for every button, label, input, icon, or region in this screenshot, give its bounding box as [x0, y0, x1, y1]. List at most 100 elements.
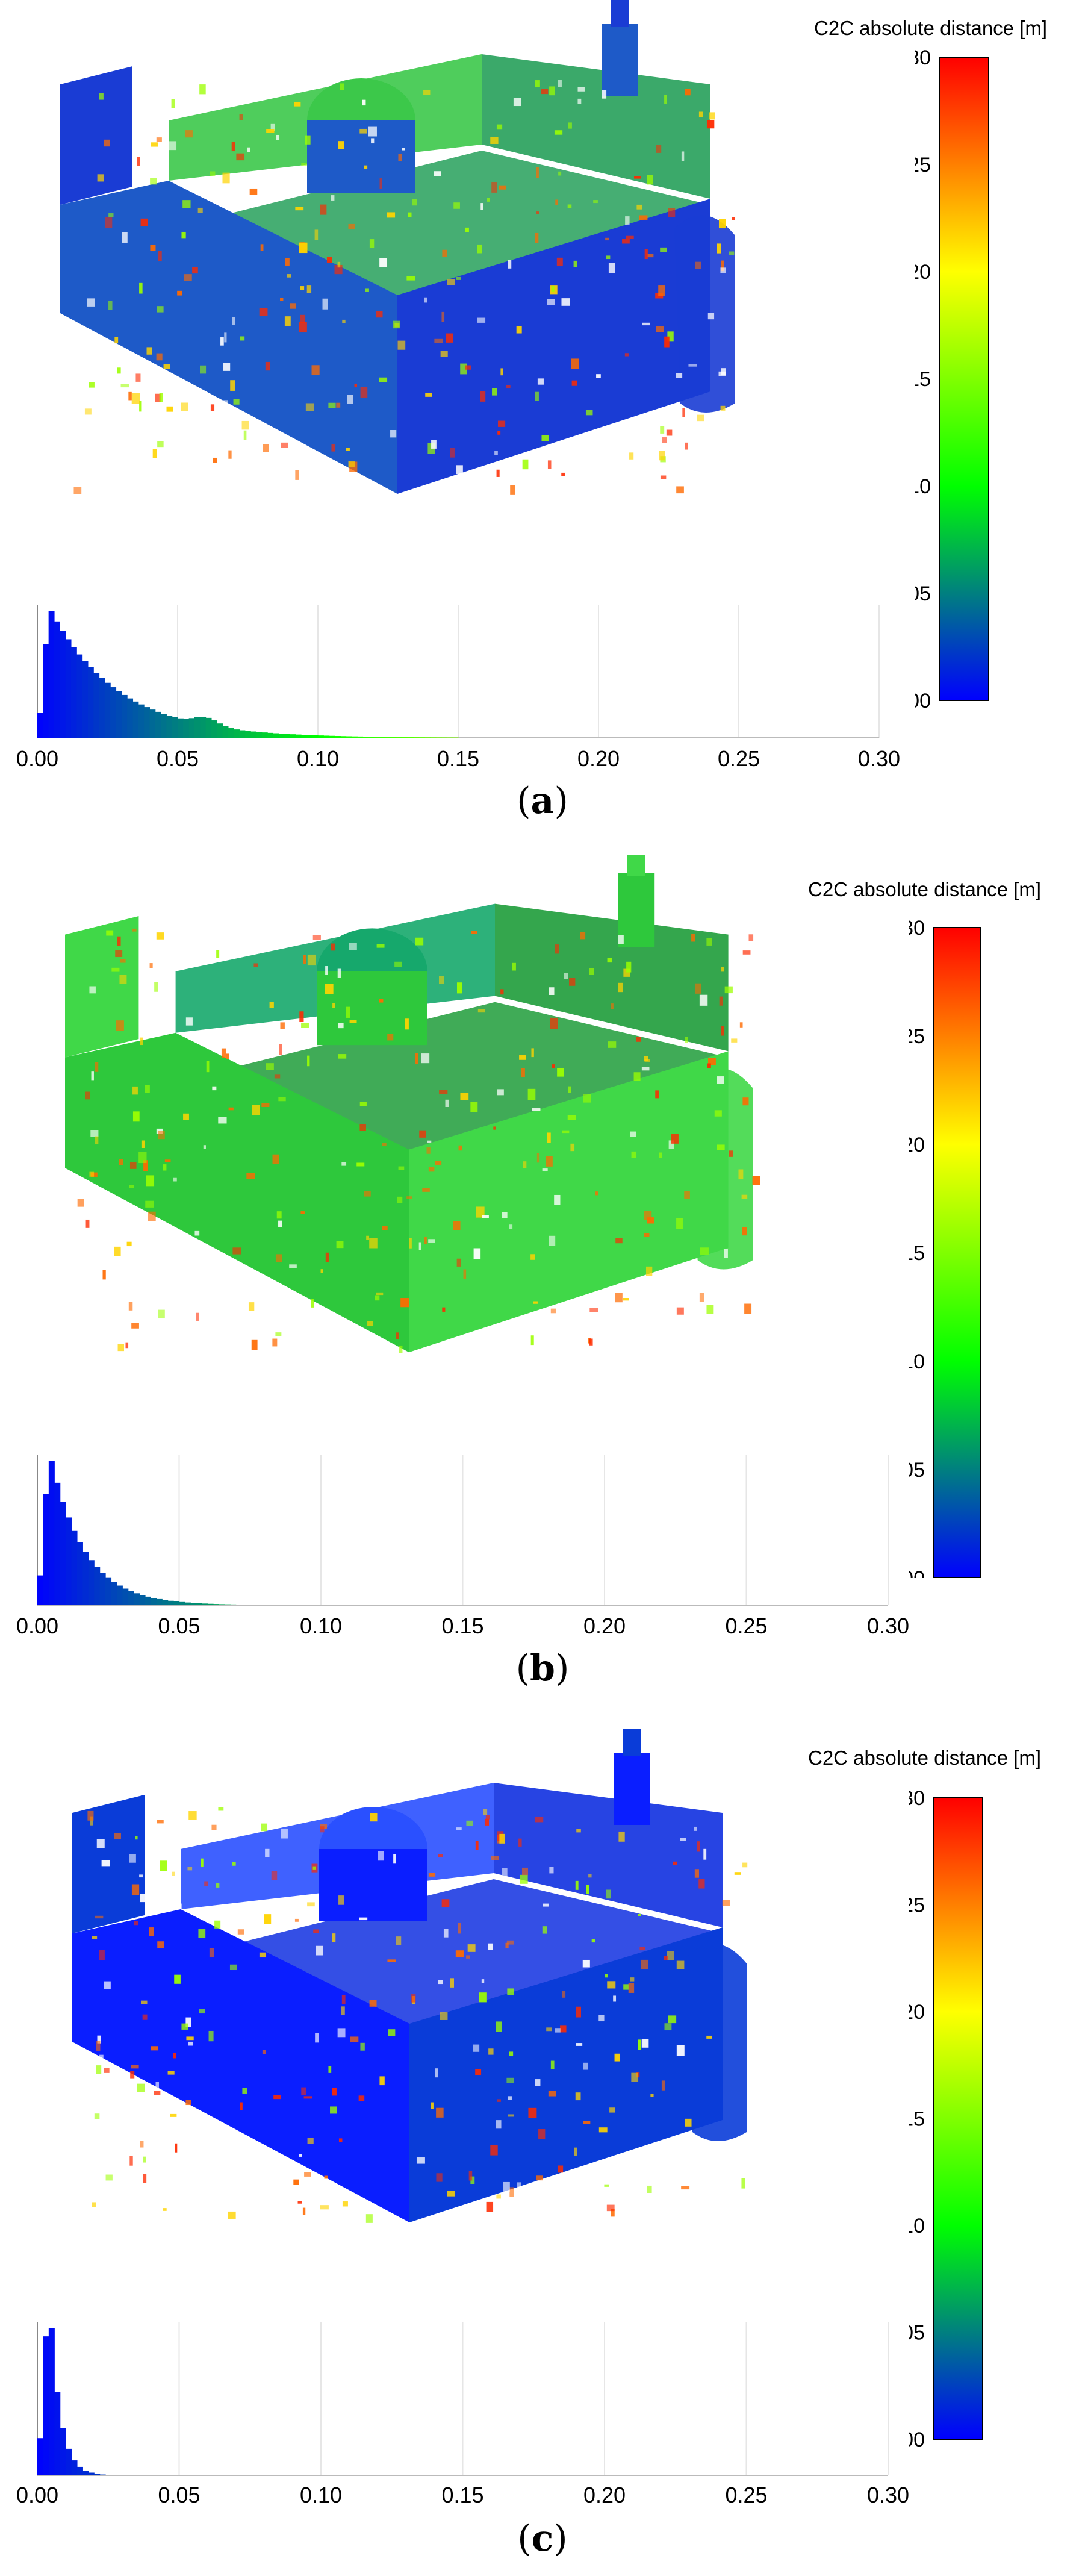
histogram-bar — [178, 718, 184, 738]
histogram-bar — [261, 732, 268, 738]
histogram-bar — [379, 737, 386, 738]
colorbar-title-c: C2C absolute distance [m] — [808, 1747, 1042, 1769]
panel-a: 0.00 0.05 0.10 0.15 0.20 0.25 0.30 C2C absolut… — [0, 0, 1085, 843]
histogram-bar — [219, 1604, 225, 1605]
histogram-bar — [111, 1582, 117, 1605]
histogram-bar — [385, 737, 391, 738]
histogram-bar — [60, 2428, 66, 2475]
histogram-bar — [37, 1575, 44, 1605]
histogram-bar — [82, 2471, 89, 2475]
colorbar-tick-label: 0.15 — [909, 2108, 925, 2131]
histogram-bar — [76, 654, 83, 738]
histogram-bar — [116, 1585, 123, 1605]
histogram-tick-label: 0.30 — [867, 1614, 909, 1638]
histogram-bar — [76, 2466, 83, 2475]
histogram-bar — [312, 735, 319, 738]
histogram-bar — [447, 737, 453, 738]
histogram-tick-label: 0.25 — [725, 1614, 767, 1638]
histogram-tick-label: 0.15 — [441, 2483, 483, 2507]
colorbar-gradient — [933, 927, 981, 1578]
histogram-bar — [162, 1600, 169, 1605]
histogram-bar — [207, 1603, 214, 1605]
histogram-tick-label: 0.15 — [437, 746, 479, 771]
histogram-bar — [173, 1601, 180, 1605]
histogram-bar — [357, 736, 364, 738]
histogram-tick-label: 0.25 — [725, 2483, 767, 2507]
colorbar-tick-label: 0.30 — [915, 46, 931, 69]
histogram-bar — [37, 2438, 44, 2475]
histogram-bar — [155, 711, 161, 738]
histogram-bar — [166, 716, 173, 738]
histogram-bar — [188, 718, 195, 738]
histogram-bar — [323, 735, 330, 738]
histogram-bar — [295, 734, 302, 738]
histogram-tick-label: 0.20 — [583, 2483, 626, 2507]
histogram-bar — [368, 737, 375, 738]
histogram-bar — [290, 734, 296, 738]
histogram-bar — [104, 682, 111, 738]
histogram-bar — [340, 736, 347, 738]
histogram-bar — [116, 691, 122, 738]
colorbar-tick-label: 0.00 — [909, 2428, 925, 2451]
histogram-bar — [48, 2328, 55, 2475]
histogram-bar — [37, 713, 43, 738]
histogram-bar — [200, 717, 207, 738]
histogram-bar — [76, 1542, 83, 1605]
histogram-tick-label: 0.30 — [858, 746, 900, 771]
histogram-tick-label: 0.00 — [16, 746, 58, 771]
colorbar-tick-label: 0.20 — [915, 261, 931, 284]
histogram-bar — [346, 736, 352, 738]
histogram-bar — [94, 2474, 101, 2475]
histogram-bar — [391, 737, 397, 738]
colorbar-tick-label: 0.30 — [909, 1787, 925, 1810]
colorbar-tick-label: 0.10 — [909, 1350, 925, 1373]
histogram-bar — [267, 732, 274, 738]
histogram-tick-label: 0.20 — [583, 1614, 626, 1638]
histogram-tick-label: 0.05 — [158, 1614, 200, 1638]
histogram-tick-label: 0.05 — [158, 2483, 200, 2507]
histogram-bar — [396, 737, 403, 738]
histogram-bar — [54, 2392, 61, 2475]
histogram-bar — [54, 1482, 61, 1605]
histogram-bar — [88, 2472, 95, 2475]
histogram-bar — [43, 644, 49, 738]
histogram-bar — [71, 2460, 78, 2475]
histogram-bar — [190, 1603, 197, 1605]
panel-b: 0.00 0.05 0.10 0.15 0.20 0.25 0.30 C2C absolut… — [0, 855, 1085, 1717]
histogram-bar — [43, 2336, 49, 2475]
histogram-bar — [122, 1588, 129, 1605]
histogram-bar — [278, 734, 285, 738]
colorbar-tick-label: 0.25 — [915, 154, 931, 176]
histogram-bar — [239, 730, 246, 738]
colorbar-tick-label: 0.20 — [909, 1134, 925, 1156]
histogram-bar — [402, 737, 408, 738]
colorbar-tick-label: 0.10 — [915, 475, 931, 498]
histogram-bar — [87, 667, 94, 738]
histogram-bar — [250, 731, 257, 738]
histogram-bar — [351, 736, 358, 738]
histogram-bar — [435, 737, 442, 738]
histogram-bar — [184, 1602, 191, 1605]
histogram-tick-label: 0.20 — [577, 746, 620, 771]
colorbar-tick-label: 0.25 — [909, 1894, 925, 1917]
histogram-bar — [213, 1604, 220, 1605]
histogram-bar — [306, 735, 313, 738]
histogram-bar — [88, 1560, 95, 1605]
point-cloud-model — [60, 0, 736, 495]
histogram-a: 0.00 0.05 0.10 0.15 0.20 0.25 0.30 — [16, 605, 900, 771]
point-cloud-model — [65, 855, 760, 1353]
histogram-bar — [418, 737, 425, 738]
point-cloud-view-b — [65, 855, 760, 1353]
panel-c: 0.00 0.05 0.10 0.15 0.20 0.25 0.30 C2C absolut… — [0, 1729, 1085, 2572]
point-cloud-view-a — [60, 0, 736, 495]
histogram-bar — [172, 717, 178, 738]
histogram-bar — [273, 733, 279, 738]
histogram-bar — [110, 687, 117, 738]
histogram-bar — [138, 704, 145, 738]
caption-c: (c) — [517, 2518, 568, 2560]
histogram-bar — [139, 1595, 146, 1605]
histogram-bar — [301, 735, 307, 738]
colorbar-tick-label: 0.05 — [909, 1459, 925, 1482]
histogram-bar — [99, 1573, 106, 1605]
histogram-bar — [374, 737, 381, 738]
